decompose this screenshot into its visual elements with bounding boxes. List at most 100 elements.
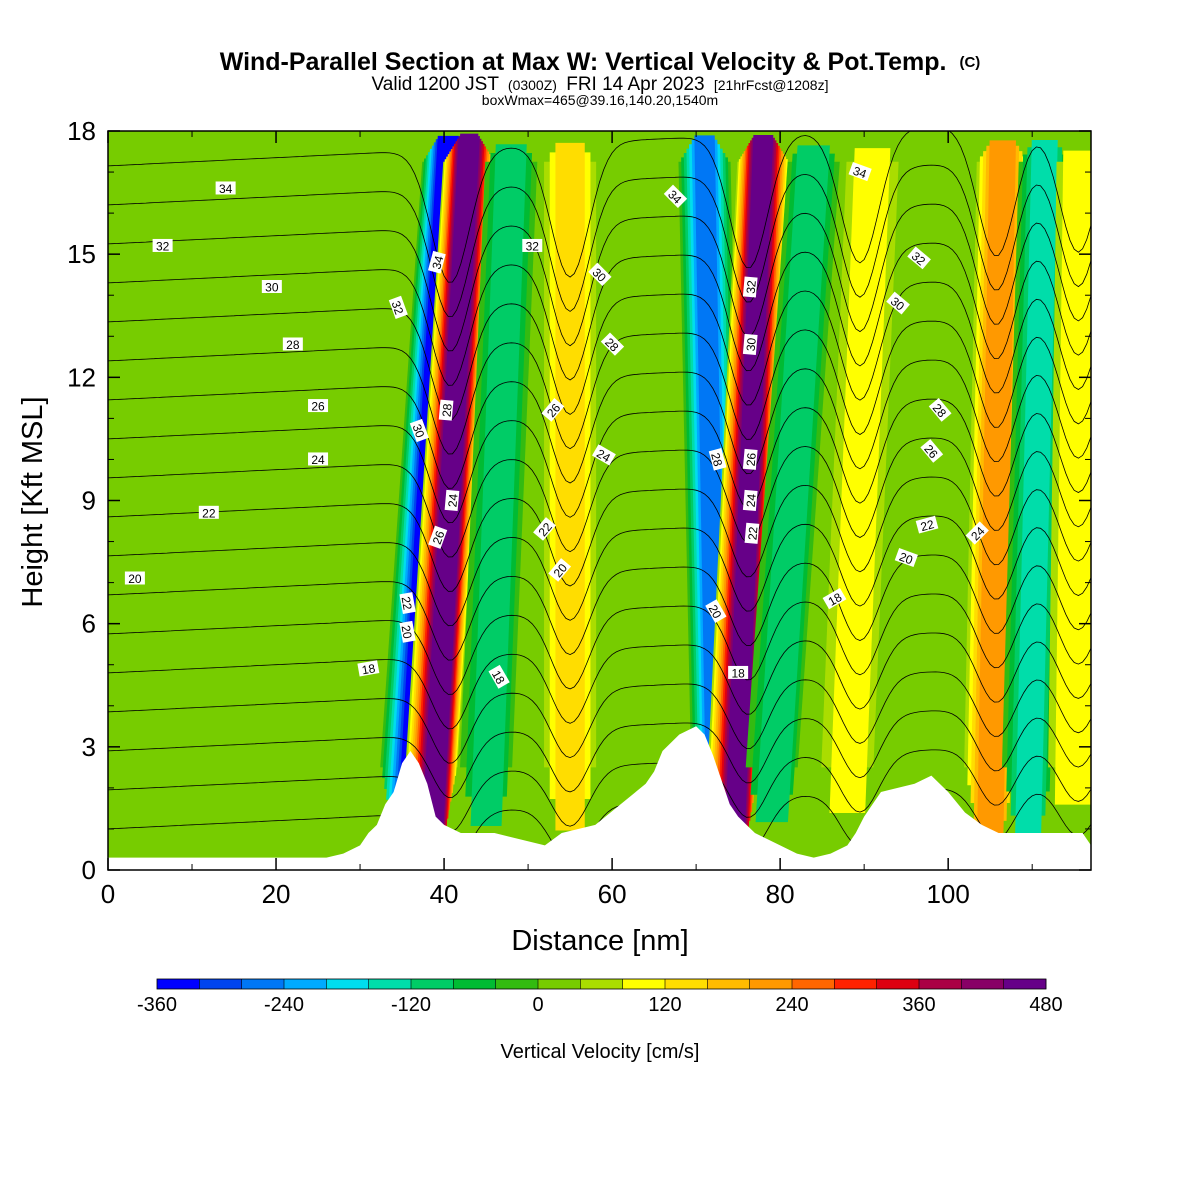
contour-label-box bbox=[708, 447, 727, 471]
contour-label-text: 20 bbox=[897, 550, 915, 568]
title-mark: (C) bbox=[959, 54, 980, 71]
contour-label: 20 bbox=[705, 599, 727, 624]
contour-label-box bbox=[663, 184, 688, 209]
theta-contour-27 bbox=[108, 437, 1091, 558]
contour-label: 24 bbox=[742, 489, 759, 511]
colorbar-swatch bbox=[876, 979, 920, 989]
y-axis-label: Height [Kft MSL] bbox=[17, 396, 49, 607]
contour-label-box bbox=[409, 418, 429, 443]
contour-label-box bbox=[848, 162, 872, 182]
contour-label-box bbox=[742, 276, 758, 298]
contour-label-text: 26 bbox=[430, 529, 448, 547]
contour-label: 26 bbox=[308, 399, 329, 414]
colorbar-tick-label: -360 bbox=[137, 994, 177, 1016]
contour-label: 20 bbox=[124, 571, 145, 586]
contour-label-text: 20 bbox=[128, 572, 142, 586]
colorbar-tick-label: 120 bbox=[648, 994, 681, 1016]
contour-label-box bbox=[907, 246, 931, 270]
contour-label: 34 bbox=[663, 184, 688, 209]
contour-label-box bbox=[920, 439, 944, 463]
theta-contour-30 bbox=[108, 320, 1091, 455]
contour-label-box bbox=[728, 665, 749, 679]
colorbar-tick-label: 360 bbox=[902, 994, 935, 1016]
contour-label: 34 bbox=[215, 181, 236, 196]
colorbar-swatch bbox=[284, 979, 327, 989]
theta-contours bbox=[108, 131, 1091, 867]
contour-label-text: 24 bbox=[445, 493, 460, 508]
contour-label-text: 32 bbox=[389, 299, 407, 317]
y-tick-label: 12 bbox=[67, 362, 96, 392]
chart-title: Wind-Parallel Section at Max W: Vertical… bbox=[220, 48, 981, 76]
subtitle-date: FRI 14 Apr 2023 bbox=[566, 74, 704, 95]
theta-contour-34 bbox=[108, 164, 1091, 318]
contour-label: 26 bbox=[541, 398, 565, 422]
contour-label-box bbox=[742, 333, 758, 355]
theta-contour-20 bbox=[108, 710, 1091, 798]
x-tick-label: 0 bbox=[101, 879, 115, 909]
contour-label-box bbox=[357, 660, 380, 677]
contour-label-box bbox=[399, 592, 416, 615]
colorbar-tick-label: -240 bbox=[264, 994, 304, 1016]
velocity-band-10-level-1 bbox=[1054, 150, 1091, 805]
contour-label-text: 18 bbox=[489, 668, 508, 687]
contour-label-text: 32 bbox=[156, 239, 170, 253]
contour-label-text: 22 bbox=[399, 595, 415, 611]
colorbar-swatch bbox=[326, 979, 370, 989]
colorbar-swatch bbox=[241, 979, 285, 989]
contour-label: 22 bbox=[744, 522, 760, 544]
contour-label: 34 bbox=[848, 162, 872, 182]
contour-label-box bbox=[438, 399, 454, 421]
plot-area: 3432302826242220183234302824262220183230… bbox=[108, 131, 1091, 870]
contour-label: 28 bbox=[600, 332, 625, 356]
theta-contour-33 bbox=[108, 203, 1091, 352]
contour-label-text: 28 bbox=[286, 338, 300, 352]
theta-contour-25 bbox=[108, 515, 1091, 627]
colorbar-tick-label: 480 bbox=[1029, 994, 1062, 1016]
y-tick-label: 18 bbox=[67, 116, 96, 146]
colorbar-swatch bbox=[707, 979, 751, 989]
theta-contour-21 bbox=[108, 671, 1091, 764]
contour-label: 22 bbox=[915, 515, 939, 534]
colorbar-swatch bbox=[199, 979, 243, 989]
contour-label-box bbox=[522, 238, 543, 252]
colorbar-swatch bbox=[157, 979, 200, 989]
contour-label: 30 bbox=[742, 333, 759, 355]
contour-label-text: 22 bbox=[919, 517, 936, 534]
colorbar-swatch bbox=[961, 979, 1005, 989]
colorbar-swatch bbox=[453, 979, 497, 989]
contour-label-box bbox=[152, 238, 173, 252]
contour-label: 28 bbox=[708, 447, 727, 471]
contour-label-text: 18 bbox=[361, 661, 377, 677]
contour-label-text: 30 bbox=[265, 281, 279, 295]
contour-label-text: 34 bbox=[429, 254, 446, 271]
colorbar-swatch bbox=[368, 979, 412, 989]
contour-label-box bbox=[428, 525, 448, 549]
contour-label-box bbox=[444, 489, 460, 511]
contour-label: 24 bbox=[444, 489, 461, 511]
contour-label-box bbox=[600, 332, 625, 356]
box-info: boxWmax=465@39.16,140.20,1540m bbox=[482, 92, 718, 108]
contour-label-box bbox=[915, 515, 939, 534]
colorbar-frame bbox=[156, 978, 1047, 990]
colorbar-tick-label: -120 bbox=[391, 994, 431, 1016]
contour-label-box bbox=[308, 452, 329, 466]
contour-label-text: 34 bbox=[219, 182, 233, 196]
colorbar-swatch bbox=[749, 979, 793, 989]
contour-label: 28 bbox=[438, 399, 455, 421]
contour-label-box bbox=[744, 522, 760, 544]
contour-label: 30 bbox=[261, 280, 282, 295]
x-tick-label: 100 bbox=[926, 879, 969, 909]
contour-label-text: 28 bbox=[708, 451, 725, 468]
contour-label: 32 bbox=[742, 276, 759, 298]
y-tick-label: 0 bbox=[82, 855, 96, 885]
colorbar-tick-label: 0 bbox=[532, 994, 543, 1016]
contour-label: 28 bbox=[282, 337, 303, 352]
contour-label-box bbox=[822, 587, 847, 610]
theta-contour-31 bbox=[108, 281, 1091, 421]
contour-label-box bbox=[308, 399, 329, 413]
contour-label-box bbox=[541, 398, 565, 422]
contour-label-box bbox=[894, 547, 918, 568]
contour-label-box bbox=[399, 620, 416, 643]
contour-label: 30 bbox=[588, 262, 612, 287]
